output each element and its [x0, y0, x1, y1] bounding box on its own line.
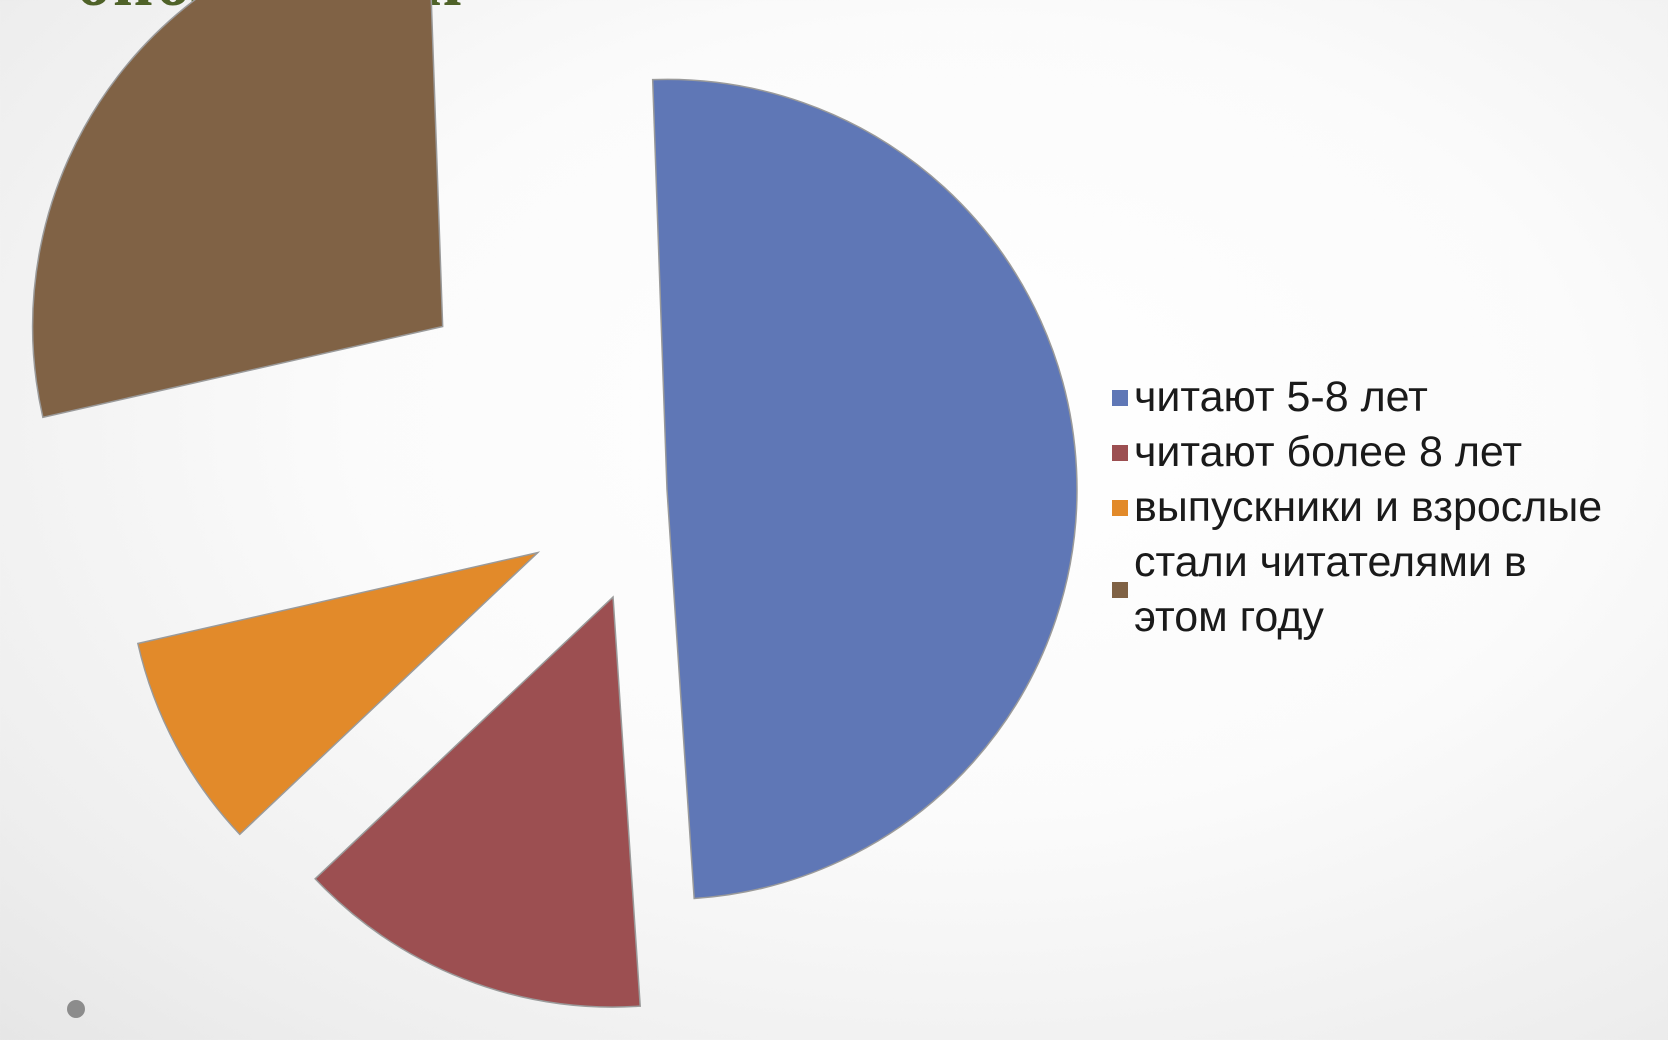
legend-item-3: выпускники и взрослые	[1112, 480, 1668, 535]
bullet-dot	[67, 1000, 85, 1018]
legend-swatch	[1112, 500, 1128, 516]
legend-label: выпускники и взрослые	[1134, 480, 1602, 535]
pie-slice-1	[653, 79, 1077, 898]
legend-label: стали читателями в этом году	[1134, 535, 1614, 645]
legend-label: читают 5-8 лет	[1134, 370, 1428, 425]
chart-legend: читают 5-8 лет читают более 8 лет выпускни…	[1112, 370, 1668, 645]
legend-swatch	[1112, 390, 1128, 406]
legend-item-4: стали читателями в этом году	[1112, 535, 1668, 645]
legend-label: читают более 8 лет	[1134, 425, 1522, 480]
legend-item-2: читают более 8 лет	[1112, 425, 1668, 480]
legend-swatch	[1112, 582, 1128, 598]
pie-chart	[0, 0, 1090, 1040]
pie-slice-4	[33, 0, 443, 417]
legend-swatch	[1112, 445, 1128, 461]
legend-item-1: читают 5-8 лет	[1112, 370, 1668, 425]
